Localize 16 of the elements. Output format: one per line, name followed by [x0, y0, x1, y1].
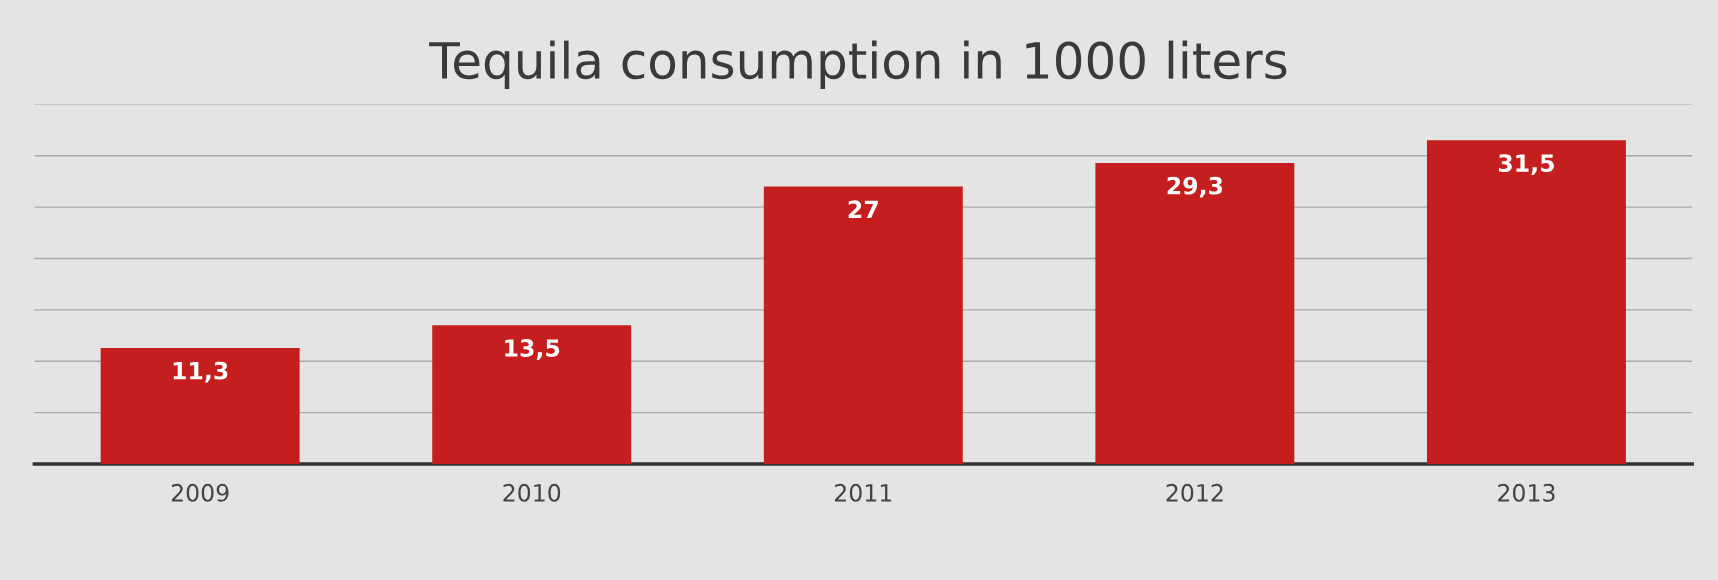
data-label: 31,5	[1498, 154, 1554, 176]
bar	[100, 347, 300, 464]
x-tick-label: 2009	[171, 483, 229, 502]
data-label: 11,3	[173, 361, 228, 383]
bar	[1095, 162, 1295, 464]
data-label: 13,5	[505, 339, 560, 360]
x-tick-label: 2013	[1498, 483, 1555, 502]
chart-title: Tequila consumption in 1000 liters	[429, 40, 1287, 89]
bar	[432, 325, 632, 464]
x-tick-label: 2010	[503, 483, 561, 502]
bar	[763, 186, 963, 464]
data-label: 27	[848, 200, 878, 218]
bar	[1426, 140, 1626, 464]
x-tick-label: 2011	[834, 483, 892, 502]
data-label: 29,3	[1167, 176, 1223, 198]
x-tick-label: 2012	[1166, 483, 1223, 502]
